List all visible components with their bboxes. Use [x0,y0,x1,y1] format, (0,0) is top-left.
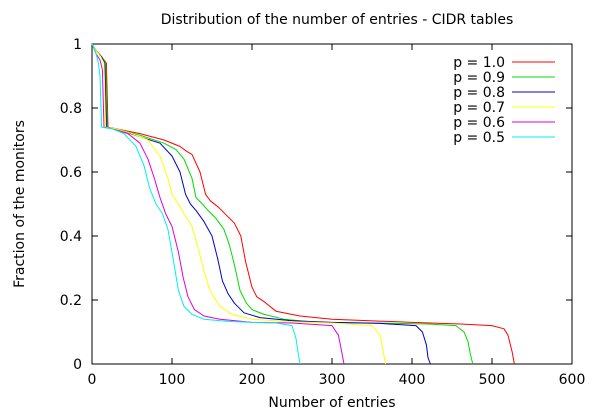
x-tick-label: 600 [559,372,586,388]
series-layer [91,43,515,365]
y-tick-label: 0.6 [60,165,82,181]
y-tick-label: 1 [73,37,82,53]
legend-label-4: p = 0.6 [453,115,505,131]
chart-title: Distribution of the number of entries - … [161,12,514,28]
y-tick-label: 0.8 [60,101,82,117]
legend: p = 1.0p = 0.9p = 0.8p = 0.7p = 0.6p = 0… [453,55,555,146]
y-axis-label: Fraction of the monitors [12,120,28,288]
legend-label-3: p = 0.7 [453,100,505,116]
x-tick-label: 100 [159,372,186,388]
series-line-2 [91,43,431,365]
series-line-4 [91,43,345,365]
y-tick-label: 0.2 [60,293,82,309]
series-line-3 [91,43,387,365]
x-tick-label: 500 [479,372,506,388]
x-tick-label: 300 [319,372,346,388]
y-tick-label: 0 [73,357,82,373]
legend-label-5: p = 0.5 [453,130,505,146]
x-tick-label: 200 [239,372,266,388]
axis-ticks: 0 100 200 300 400 500 600 0 0.2 0.4 0.6 0.8 1 [60,37,586,388]
x-axis-label: Number of entries [268,395,395,411]
y-tick-label: 0.4 [60,229,82,245]
series-line-5 [91,43,301,365]
series-line-1 [91,43,474,365]
legend-label-2: p = 0.8 [453,85,505,101]
x-tick-label: 0 [88,372,97,388]
x-tick-label: 400 [399,372,426,388]
series-line-0 [91,43,515,365]
legend-label-0: p = 1.0 [453,55,505,71]
legend-label-1: p = 0.9 [453,70,505,86]
